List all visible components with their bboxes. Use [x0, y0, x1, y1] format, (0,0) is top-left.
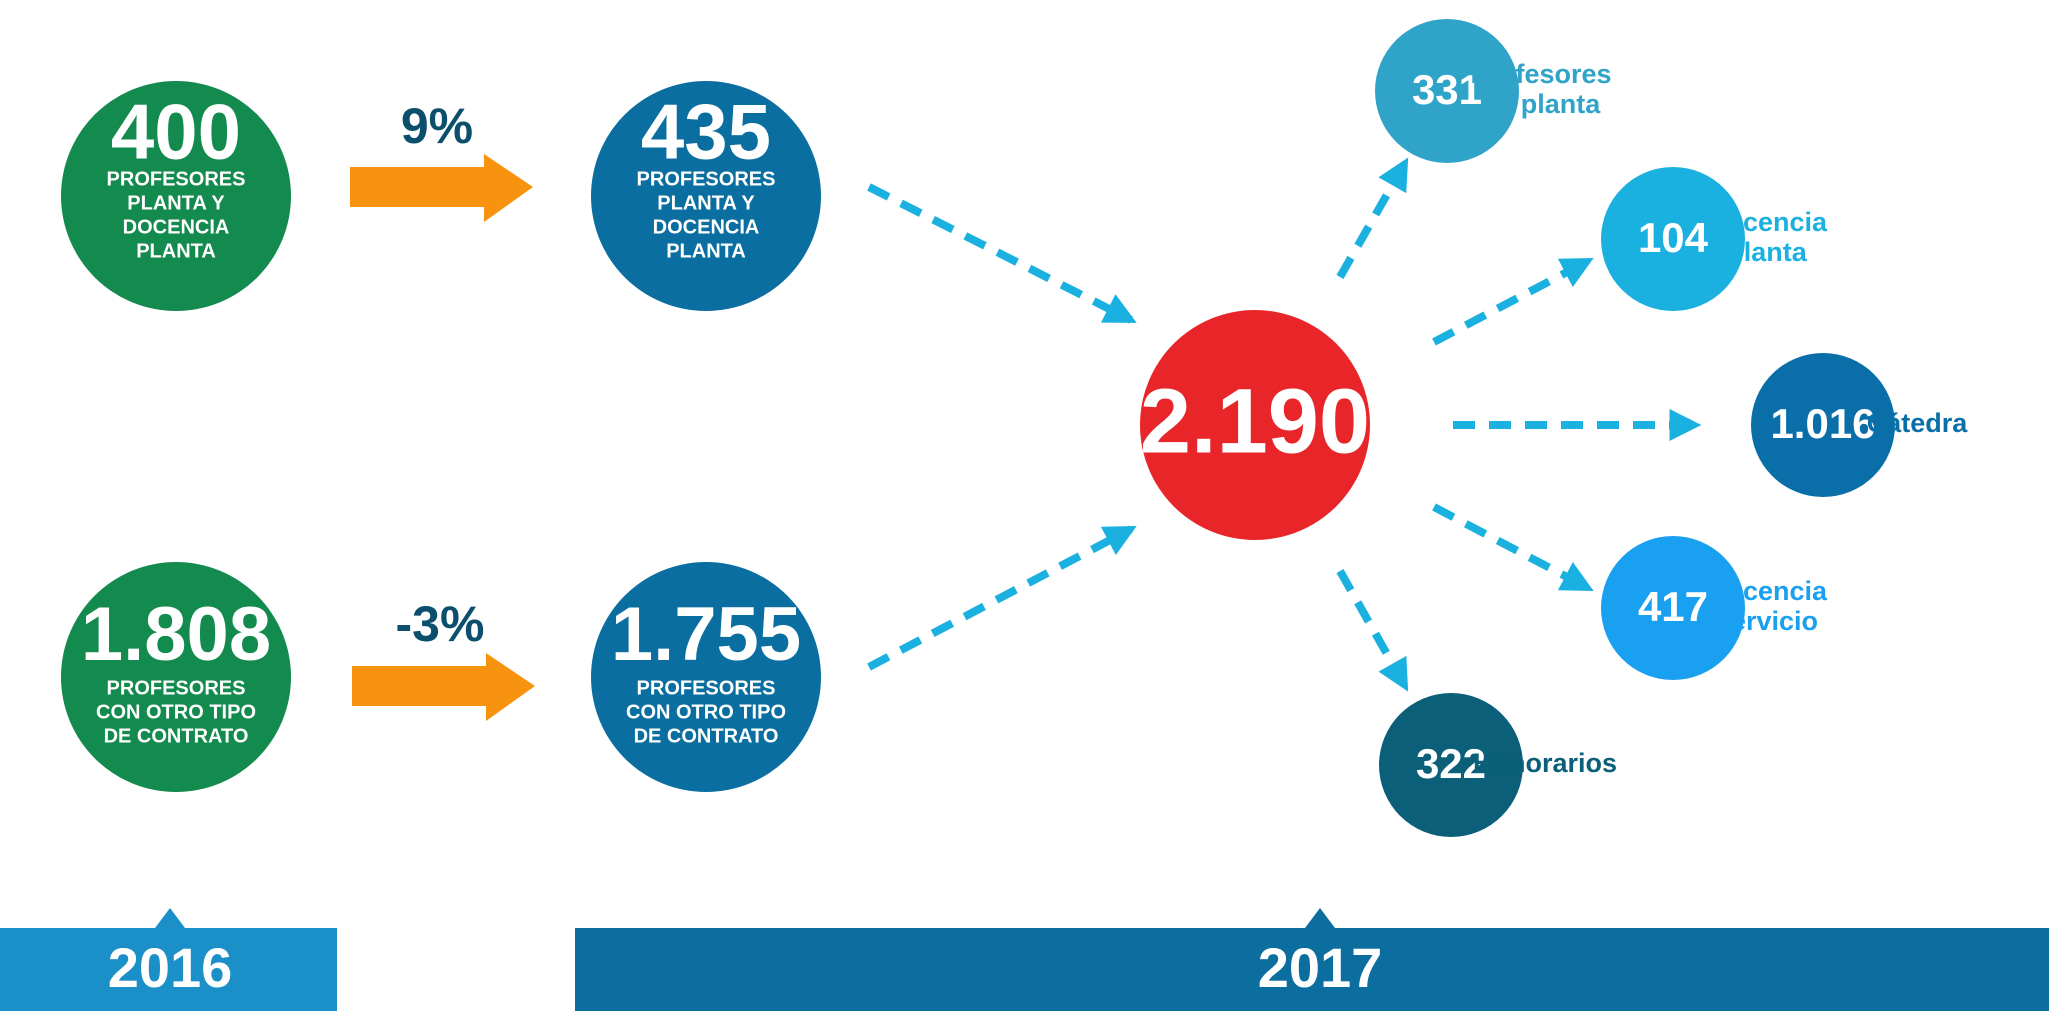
breakdown-label: servicio — [1716, 606, 1818, 636]
breakdown-value: 417 — [1638, 583, 1708, 630]
node-value: 400 — [111, 88, 241, 176]
breakdown-value: 104 — [1638, 214, 1709, 261]
node-label: PLANTA — [666, 240, 746, 262]
change-label: -3% — [396, 596, 485, 652]
change-label: 9% — [401, 98, 473, 154]
breakdown-label: Cátedra — [1867, 408, 1969, 438]
node-circle — [591, 562, 821, 792]
node-label: PROFESORES — [637, 168, 776, 190]
node-label: PROFESORES — [637, 677, 776, 699]
breakdown-circle — [1751, 353, 1895, 497]
node-label: CON OTRO TIPO — [626, 701, 786, 723]
breakdown-label: Docencia — [1707, 576, 1828, 606]
total-value: 2.190 — [1140, 370, 1370, 472]
breakdown-circle — [1375, 19, 1519, 163]
node-label: DOCENCIA — [123, 216, 230, 238]
node-label: DE CONTRATO — [104, 725, 249, 747]
node-label: PLANTA Y — [127, 192, 225, 214]
node-circle — [61, 562, 291, 792]
bar-2017 — [575, 908, 2049, 1011]
dashed-arrow — [867, 183, 1137, 324]
breakdown-label: de planta — [1482, 89, 1602, 119]
dashed-arrow — [1336, 569, 1409, 692]
breakdown-value: 322 — [1416, 740, 1486, 787]
orange-arrow — [350, 154, 533, 222]
node-label: PROFESORES — [107, 677, 246, 699]
node-circle — [591, 81, 821, 311]
total-circle — [1140, 310, 1370, 540]
node-label: DE CONTRATO — [634, 725, 779, 747]
dashed-arrow — [867, 525, 1137, 671]
breakdown-circle — [1601, 167, 1745, 311]
node-value: 1.808 — [81, 592, 271, 677]
breakdown-label: Profesores — [1470, 59, 1611, 89]
breakdown-value: 331 — [1412, 66, 1482, 113]
bar-2016 — [0, 908, 337, 1011]
breakdown-circle — [1379, 693, 1523, 837]
node-value: 435 — [641, 88, 771, 176]
breakdown-circle — [1601, 536, 1745, 680]
dashed-arrow — [1432, 257, 1594, 346]
orange-arrow — [352, 653, 535, 721]
breakdown-value: 1.016 — [1770, 400, 1875, 447]
dashed-arrow — [1336, 157, 1409, 279]
node-label: PROFESORES — [107, 168, 246, 190]
year-label: 2016 — [108, 936, 233, 999]
node-label: PLANTA — [136, 240, 216, 262]
breakdown-label: Docencia — [1707, 207, 1828, 237]
node-label: CON OTRO TIPO — [96, 701, 256, 723]
node-circle — [61, 81, 291, 311]
node-label: PLANTA Y — [657, 192, 755, 214]
dashed-arrow — [1432, 503, 1594, 592]
node-label: DOCENCIA — [653, 216, 760, 238]
breakdown-label: Honorarios — [1473, 748, 1617, 778]
breakdown-label: planta — [1727, 237, 1807, 267]
year-label: 2017 — [1258, 936, 1383, 999]
node-value: 1.755 — [611, 592, 801, 677]
